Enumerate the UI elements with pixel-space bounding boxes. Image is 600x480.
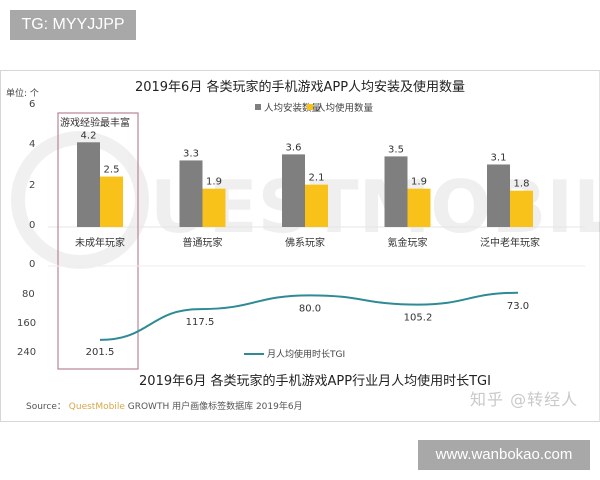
chart-frame xyxy=(0,70,600,422)
bottom-ytick: 0 xyxy=(29,259,36,270)
tgi-value-label: 201.5 xyxy=(86,347,115,358)
tgi-legend-line xyxy=(244,352,264,355)
bottom-ytick: 80 xyxy=(22,289,35,300)
site-badge: www.wanbokao.com xyxy=(418,440,590,470)
legend-use-label: 人均使用数量 xyxy=(316,103,374,114)
bar-value-label: 1.9 xyxy=(411,177,427,188)
source-brand: QuestMobile xyxy=(68,402,125,412)
bar-use xyxy=(202,188,226,227)
tgi-line-group: 201.5 117.5 80.0 105.2 73.0 xyxy=(86,291,529,358)
bar-install xyxy=(179,160,203,227)
bar-use xyxy=(407,188,431,227)
source-prefix: Source： xyxy=(26,402,66,412)
legend-install: 人均安装数量 xyxy=(255,100,321,114)
source-line: Source： QuestMobile GROWTH 用户画像标签数据库 201… xyxy=(26,399,303,412)
highlight-annotation: 游戏经验最丰富 xyxy=(60,118,130,129)
unit-label: 单位: 个 xyxy=(6,89,39,99)
legend-use: 人均使用数量 xyxy=(307,100,373,114)
top-ytick: 4 xyxy=(29,139,36,150)
top-chart-title: 2019年6月 各类玩家的手机游戏APP人均安装及使用数量 xyxy=(134,80,466,95)
tgi-value-label: 117.5 xyxy=(186,317,215,328)
tgi-legend-label: 月人均使用时长TGI xyxy=(267,350,346,360)
legend-install-label: 人均安装数量 xyxy=(264,103,322,114)
tgi-value-label: 80.0 xyxy=(299,303,321,314)
category-label: 未成年玩家 xyxy=(75,236,125,249)
bar-value-label: 3.5 xyxy=(388,144,404,155)
tgi-legend: 月人均使用时长TGI xyxy=(244,347,345,360)
bar-value-label: 1.8 xyxy=(514,179,530,190)
bottom-ytick: 240 xyxy=(17,347,37,358)
bar-install xyxy=(77,142,100,227)
legend-use-swatch xyxy=(307,104,313,110)
bar-value-label: 3.1 xyxy=(491,152,507,163)
top-ytick: 6 xyxy=(29,99,36,110)
bar-value-label: 3.6 xyxy=(286,142,302,153)
category-label: 氪金玩家 xyxy=(388,236,428,249)
top-ytick: 0 xyxy=(29,220,36,231)
category-label: 普通玩家 xyxy=(183,236,223,249)
bar-install xyxy=(487,164,510,227)
top-ytick: 2 xyxy=(29,180,36,191)
bar-use xyxy=(305,184,328,227)
bar-value-label: 1.9 xyxy=(206,177,222,188)
tgi-value-label: 105.2 xyxy=(404,313,433,324)
bar-group: 4.2 2.5 未成年玩家 3.3 1.9 普通玩家 3.6 2.1 佛系玩家 3.5 1.9 氪金玩… xyxy=(75,130,540,249)
legend-install-swatch xyxy=(255,104,261,110)
bar-value-label: 3.3 xyxy=(183,148,199,159)
tag-badge: TG: MYYJJPP xyxy=(10,10,136,40)
bar-install xyxy=(282,154,305,227)
bar-use xyxy=(510,190,533,227)
highlight-box xyxy=(57,112,139,370)
zhihu-watermark: 知乎 @转经人 xyxy=(470,390,579,409)
tgi-line xyxy=(99,291,519,341)
category-label: 佛系玩家 xyxy=(285,236,325,249)
bottom-ytick: 160 xyxy=(17,318,37,329)
source-detail: GROWTH 用户画像标签数据库 2019年6月 xyxy=(127,402,303,412)
bar-value-label: 2.1 xyxy=(309,173,325,184)
tgi-value-label: 73.0 xyxy=(507,301,529,312)
bar-value-label: 2.5 xyxy=(104,165,120,176)
bar-use xyxy=(100,176,123,227)
category-label: 泛中老年玩家 xyxy=(480,236,540,249)
bar-install xyxy=(384,156,408,227)
bottom-chart-title: 2019年6月 各类玩家的手机游戏APP行业月人均使用时长TGI xyxy=(139,374,491,389)
bar-value-label: 4.2 xyxy=(81,130,97,141)
